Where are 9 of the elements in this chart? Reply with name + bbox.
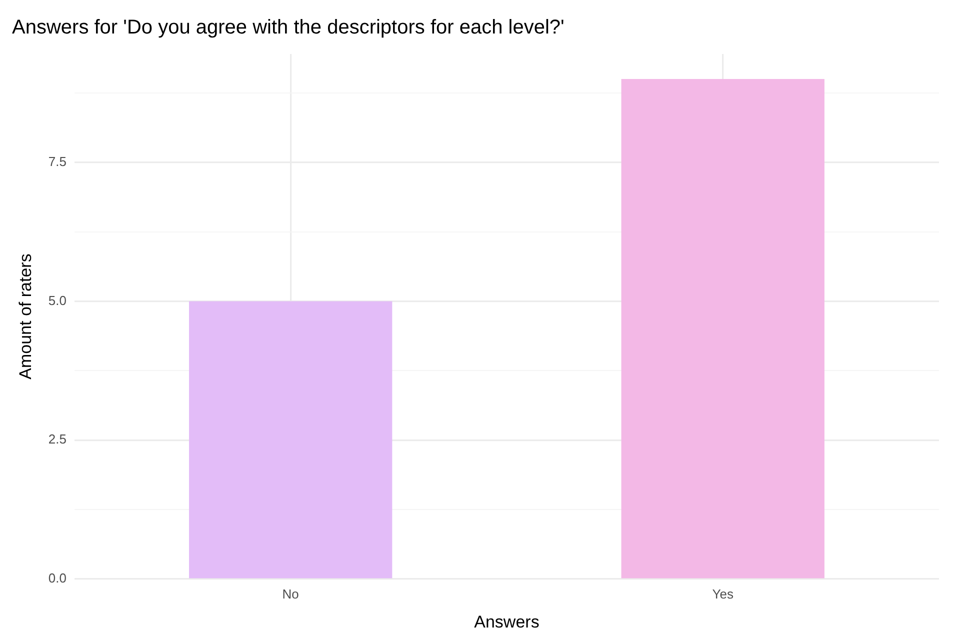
x-tick-label: Yes <box>712 586 734 602</box>
y-tick-label: 0.0 <box>48 570 66 586</box>
x-axis-title: Answers <box>474 612 540 632</box>
y-tick-label: 5.0 <box>48 292 66 308</box>
y-tick-label: 2.5 <box>48 432 66 447</box>
x-tick-label: No <box>282 586 299 602</box>
y-axis-title: Amount of raters <box>16 254 35 380</box>
chart-title: Answers for 'Do you agree with the descriptors for each level?' <box>12 16 564 39</box>
y-tick-label: 7.5 <box>48 154 66 169</box>
